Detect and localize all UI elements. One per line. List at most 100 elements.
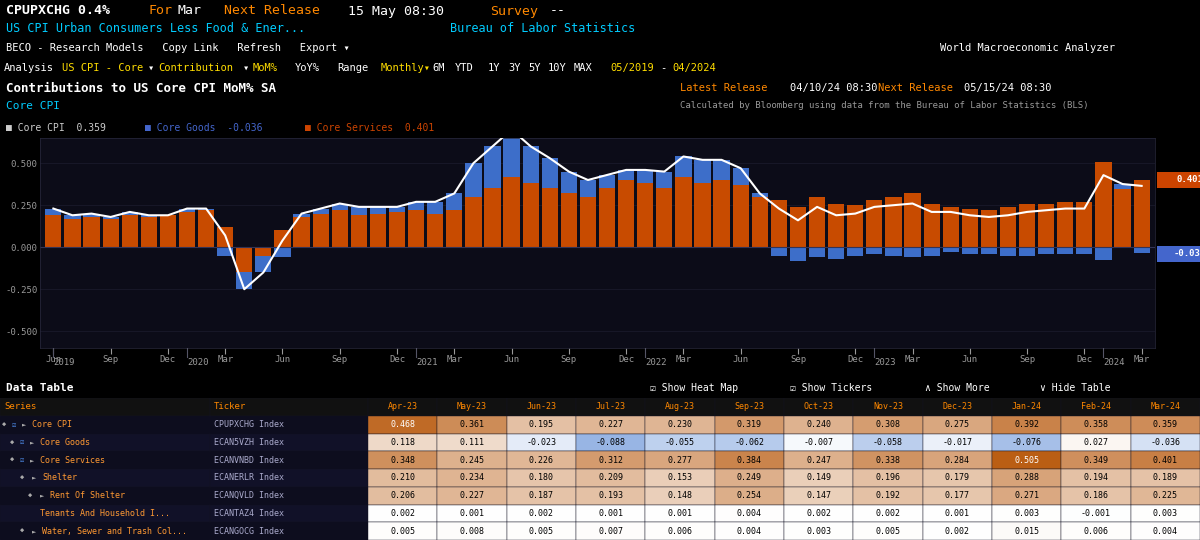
Bar [599, 175, 616, 188]
Bar [923, 504, 992, 522]
Text: 0.005: 0.005 [876, 526, 900, 536]
Text: Ticker: Ticker [214, 402, 246, 411]
Bar [312, 208, 329, 214]
Text: 0.245: 0.245 [460, 456, 485, 464]
Text: 0.249: 0.249 [737, 474, 762, 482]
Bar [784, 398, 853, 416]
Text: 0.359: 0.359 [1153, 420, 1178, 429]
Text: 0.209: 0.209 [598, 474, 623, 482]
Bar [715, 522, 784, 540]
Bar [1096, 163, 1111, 247]
Bar [992, 469, 1061, 487]
Text: 0.001: 0.001 [460, 509, 485, 518]
Bar [784, 451, 853, 469]
Text: 0.001: 0.001 [944, 509, 970, 518]
Bar [828, 247, 845, 259]
Text: ☑: ☑ [20, 440, 24, 445]
Bar [437, 434, 506, 451]
Text: 0.505: 0.505 [1014, 456, 1039, 464]
Text: 0.002: 0.002 [529, 509, 554, 518]
Bar [0, 451, 210, 469]
Bar [1000, 247, 1016, 255]
Bar [576, 522, 646, 540]
Text: 0.193: 0.193 [598, 491, 623, 500]
Bar [1134, 247, 1150, 253]
Bar [942, 207, 959, 247]
Bar [560, 193, 577, 247]
Text: 0.225: 0.225 [1153, 491, 1178, 500]
Bar [350, 215, 367, 247]
Text: Shelter: Shelter [42, 474, 77, 482]
Bar [198, 208, 215, 210]
Text: Data Table: Data Table [6, 383, 73, 393]
Text: Latest Release: Latest Release [680, 83, 768, 93]
Text: 0.312: 0.312 [598, 456, 623, 464]
Bar [784, 504, 853, 522]
Bar [715, 487, 784, 504]
Bar [427, 202, 443, 214]
Text: Next Release: Next Release [224, 4, 320, 17]
Bar [646, 416, 715, 434]
Bar [676, 157, 691, 177]
Bar [1019, 247, 1036, 255]
Text: Jul-23: Jul-23 [595, 402, 625, 411]
Text: 04/10/24 08:30: 04/10/24 08:30 [790, 83, 877, 93]
Bar [0, 504, 210, 522]
Text: 0.247: 0.247 [806, 456, 832, 464]
Bar [992, 522, 1061, 540]
Bar [179, 208, 196, 212]
Text: ◆: ◆ [10, 457, 14, 463]
Bar [368, 451, 437, 469]
Text: 15 May 08:30: 15 May 08:30 [348, 4, 444, 17]
Text: ☑: ☑ [12, 422, 17, 428]
Bar [506, 451, 576, 469]
Text: 0.118: 0.118 [390, 438, 415, 447]
Text: ▾: ▾ [242, 63, 250, 73]
Bar [210, 451, 368, 469]
Bar [646, 504, 715, 522]
Bar [121, 212, 138, 215]
Text: ∧ Show More: ∧ Show More [925, 383, 990, 393]
Bar [576, 504, 646, 522]
Text: ∨ Hide Table: ∨ Hide Table [1040, 383, 1110, 393]
Text: 2023: 2023 [875, 358, 896, 367]
Text: 0.003: 0.003 [806, 526, 832, 536]
Text: 0.361: 0.361 [460, 420, 485, 429]
Bar [715, 398, 784, 416]
Bar [784, 469, 853, 487]
Bar [437, 504, 506, 522]
Bar [646, 451, 715, 469]
Text: 0.186: 0.186 [1084, 491, 1109, 500]
Bar [210, 522, 368, 540]
Bar [437, 522, 506, 540]
Bar [368, 398, 437, 416]
Bar [576, 487, 646, 504]
Bar [84, 214, 100, 217]
Bar [1061, 504, 1130, 522]
Bar [236, 247, 252, 272]
Text: BECO - Research Models   Copy Link   Refresh   Export ▾: BECO - Research Models Copy Link Refresh… [6, 43, 349, 53]
Text: -0.036: -0.036 [1151, 438, 1181, 447]
Bar [751, 197, 768, 247]
Text: 0.348: 0.348 [390, 456, 415, 464]
Bar [961, 208, 978, 247]
Bar [924, 204, 940, 247]
Bar [992, 451, 1061, 469]
Bar [656, 188, 672, 247]
Bar [992, 487, 1061, 504]
Bar [599, 188, 616, 247]
Bar [1061, 487, 1130, 504]
Text: 0.308: 0.308 [876, 420, 900, 429]
Bar [790, 207, 806, 247]
Text: 0.401: 0.401 [1176, 176, 1200, 184]
Text: -0.055: -0.055 [665, 438, 695, 447]
Bar [560, 172, 577, 193]
Text: 0.179: 0.179 [944, 474, 970, 482]
Bar [676, 177, 691, 247]
Text: ☑ Show Tickers: ☑ Show Tickers [790, 383, 872, 393]
Bar [980, 210, 997, 247]
Text: 0.006: 0.006 [1084, 526, 1109, 536]
Bar [784, 487, 853, 504]
Bar [350, 207, 367, 215]
Bar [437, 469, 506, 487]
